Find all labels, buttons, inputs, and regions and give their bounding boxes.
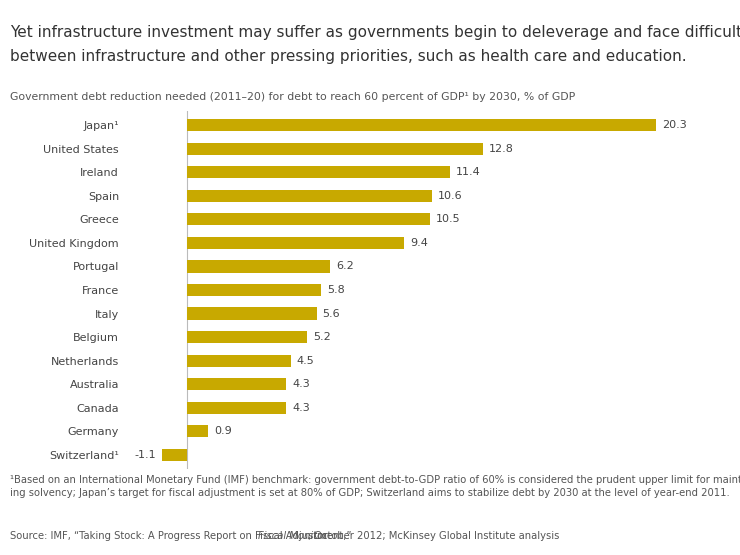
Text: between infrastructure and other pressing priorities, such as health care and ed: between infrastructure and other pressin… <box>10 49 686 64</box>
Text: Source: IMF, “Taking Stock: A Progress Report on Fiscal Adjustment,”: Source: IMF, “Taking Stock: A Progress R… <box>10 531 354 541</box>
Text: 12.8: 12.8 <box>488 144 514 154</box>
Text: 20.3: 20.3 <box>662 120 687 130</box>
Text: Government debt reduction needed (2011–20) for debt to reach 60 percent of GDP¹ : Government debt reduction needed (2011–2… <box>10 92 575 102</box>
Bar <box>187 425 208 437</box>
Text: Yet infrastructure investment may suffer as governments begin to deleverage and : Yet infrastructure investment may suffer… <box>10 25 740 40</box>
Bar <box>187 307 317 320</box>
Bar <box>187 143 482 155</box>
Text: 5.6: 5.6 <box>323 309 340 319</box>
Bar <box>187 237 404 249</box>
Text: Fiscal Monitor: Fiscal Monitor <box>258 531 327 541</box>
Bar <box>187 331 307 343</box>
Text: 0.9: 0.9 <box>214 426 232 436</box>
Text: 11.4: 11.4 <box>456 167 481 177</box>
Bar <box>187 260 330 273</box>
Text: 4.3: 4.3 <box>292 403 310 413</box>
Bar <box>187 284 321 296</box>
Bar <box>187 166 451 178</box>
Text: 5.8: 5.8 <box>327 285 345 295</box>
Bar <box>187 378 286 390</box>
Text: 4.3: 4.3 <box>292 379 310 389</box>
Bar <box>187 190 432 202</box>
Text: 4.5: 4.5 <box>297 356 314 366</box>
Bar <box>187 213 430 225</box>
Bar <box>187 355 291 367</box>
Text: , October 2012; McKinsey Global Institute analysis: , October 2012; McKinsey Global Institut… <box>309 531 559 541</box>
Text: 5.2: 5.2 <box>313 332 331 342</box>
Text: 10.5: 10.5 <box>435 214 460 224</box>
Text: ¹Based on an International Monetary Fund (IMF) benchmark: government debt-to-GDP: ¹Based on an International Monetary Fund… <box>10 475 740 498</box>
Text: 10.6: 10.6 <box>438 191 462 201</box>
Bar <box>162 449 187 461</box>
Text: 6.2: 6.2 <box>336 261 354 271</box>
Bar <box>187 402 286 414</box>
Bar <box>187 119 656 131</box>
Text: -1.1: -1.1 <box>135 450 156 460</box>
Text: 9.4: 9.4 <box>410 238 428 248</box>
